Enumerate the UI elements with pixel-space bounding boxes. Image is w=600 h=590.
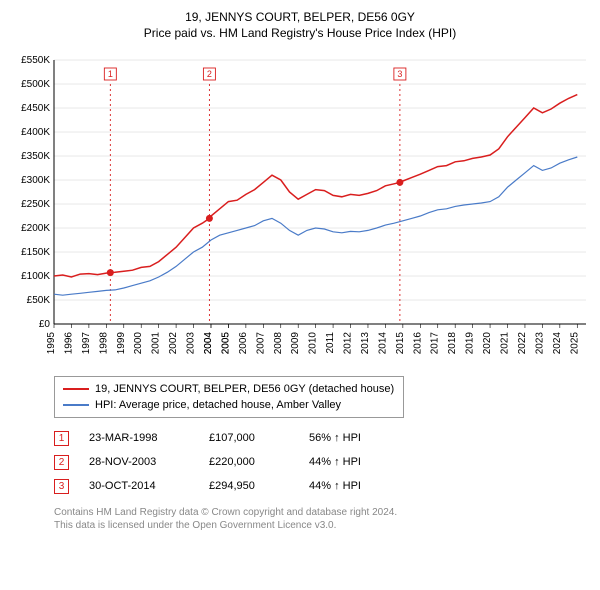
marker-price: £294,950 — [209, 480, 309, 492]
svg-text:1997: 1997 — [81, 332, 92, 355]
marker-row: 1 23-MAR-1998£107,00056% ↑ HPI — [54, 426, 590, 450]
marker-badge: 1 — [54, 431, 69, 446]
svg-text:1996: 1996 — [63, 332, 74, 355]
svg-text:2019: 2019 — [465, 332, 476, 355]
svg-text:£250K: £250K — [21, 199, 50, 210]
marker-price: £220,000 — [209, 456, 309, 468]
marker-date: 30-OCT-2014 — [89, 480, 209, 492]
svg-text:2001: 2001 — [151, 332, 162, 355]
marker-table: 1 23-MAR-1998£107,00056% ↑ HPI 2 28-NOV-200… — [54, 426, 590, 498]
svg-text:3: 3 — [397, 69, 402, 79]
svg-text:2006: 2006 — [238, 332, 249, 355]
svg-text:£550K: £550K — [21, 55, 50, 66]
svg-text:2005: 2005 — [220, 332, 231, 355]
legend-item: 19, JENNYS COURT, BELPER, DE56 0GY (deta… — [63, 381, 395, 397]
svg-text:2: 2 — [207, 69, 212, 79]
svg-text:2002: 2002 — [168, 332, 179, 355]
line-chart-svg: £0 £50K £100K £150K £200K £250K £300K £350K £400… — [10, 50, 590, 370]
svg-text:2008: 2008 — [273, 332, 284, 355]
svg-text:£500K: £500K — [21, 79, 50, 90]
marker-pct: 44% ↑ HPI — [309, 456, 399, 468]
svg-text:£350K: £350K — [21, 151, 50, 162]
svg-text:£150K: £150K — [21, 247, 50, 258]
legend-swatch — [63, 388, 89, 390]
svg-text:1999: 1999 — [116, 332, 127, 355]
svg-text:2024: 2024 — [552, 332, 563, 355]
legend-item: HPI: Average price, detached house, Ambe… — [63, 397, 395, 413]
chart-plot: £0 £50K £100K £150K £200K £250K £300K £350K £400… — [10, 50, 590, 370]
chart-subtitle: Price paid vs. HM Land Registry's House … — [10, 26, 590, 40]
footer-line-1: Contains HM Land Registry data © Crown c… — [54, 506, 590, 519]
marker-price: £107,000 — [209, 432, 309, 444]
legend-label: 19, JENNYS COURT, BELPER, DE56 0GY (deta… — [95, 383, 394, 395]
marker-date: 28-NOV-2003 — [89, 456, 209, 468]
svg-text:2009: 2009 — [290, 332, 301, 355]
marker-row: 3 30-OCT-2014£294,95044% ↑ HPI — [54, 474, 590, 498]
marker-pct: 44% ↑ HPI — [309, 480, 399, 492]
svg-text:2011: 2011 — [325, 332, 336, 354]
svg-text:£450K: £450K — [21, 103, 50, 114]
svg-text:£100K: £100K — [21, 271, 50, 282]
svg-text:£400K: £400K — [21, 127, 50, 138]
marker-date: 23-MAR-1998 — [89, 432, 209, 444]
svg-text:2017: 2017 — [430, 332, 441, 355]
svg-text:2000: 2000 — [133, 332, 144, 355]
svg-text:2010: 2010 — [308, 332, 319, 355]
legend-label: HPI: Average price, detached house, Ambe… — [95, 399, 341, 411]
svg-text:1995: 1995 — [46, 332, 57, 355]
marker-row: 2 28-NOV-2003£220,00044% ↑ HPI — [54, 450, 590, 474]
svg-text:2021: 2021 — [500, 332, 511, 355]
svg-text:2023: 2023 — [534, 332, 545, 355]
svg-text:2022: 2022 — [517, 332, 528, 355]
svg-text:2012: 2012 — [343, 332, 354, 355]
svg-text:2020: 2020 — [482, 332, 493, 355]
marker-badge: 2 — [54, 455, 69, 470]
svg-text:2004: 2004 — [203, 332, 214, 355]
footer-note: Contains HM Land Registry data © Crown c… — [54, 506, 590, 532]
svg-text:2003: 2003 — [186, 332, 197, 355]
marker-badge: 3 — [54, 479, 69, 494]
svg-text:1998: 1998 — [98, 332, 109, 355]
chart-container: 19, JENNYS COURT, BELPER, DE56 0GY Price… — [0, 0, 600, 542]
legend-swatch — [63, 404, 89, 406]
marker-pct: 56% ↑ HPI — [309, 432, 399, 444]
svg-text:2007: 2007 — [255, 332, 266, 355]
legend: 19, JENNYS COURT, BELPER, DE56 0GY (deta… — [54, 376, 404, 418]
svg-text:2015: 2015 — [395, 332, 406, 355]
svg-text:£300K: £300K — [21, 175, 50, 186]
svg-text:1: 1 — [108, 69, 113, 79]
svg-text:2013: 2013 — [360, 332, 371, 355]
footer-line-2: This data is licensed under the Open Gov… — [54, 519, 590, 532]
svg-text:2025: 2025 — [569, 332, 580, 355]
svg-text:£0: £0 — [39, 319, 51, 330]
svg-text:2018: 2018 — [447, 332, 458, 355]
svg-text:2014: 2014 — [377, 332, 388, 355]
svg-text:2016: 2016 — [412, 332, 423, 355]
svg-text:£50K: £50K — [27, 295, 51, 306]
svg-text:£200K: £200K — [21, 223, 50, 234]
chart-title: 19, JENNYS COURT, BELPER, DE56 0GY — [10, 10, 590, 24]
